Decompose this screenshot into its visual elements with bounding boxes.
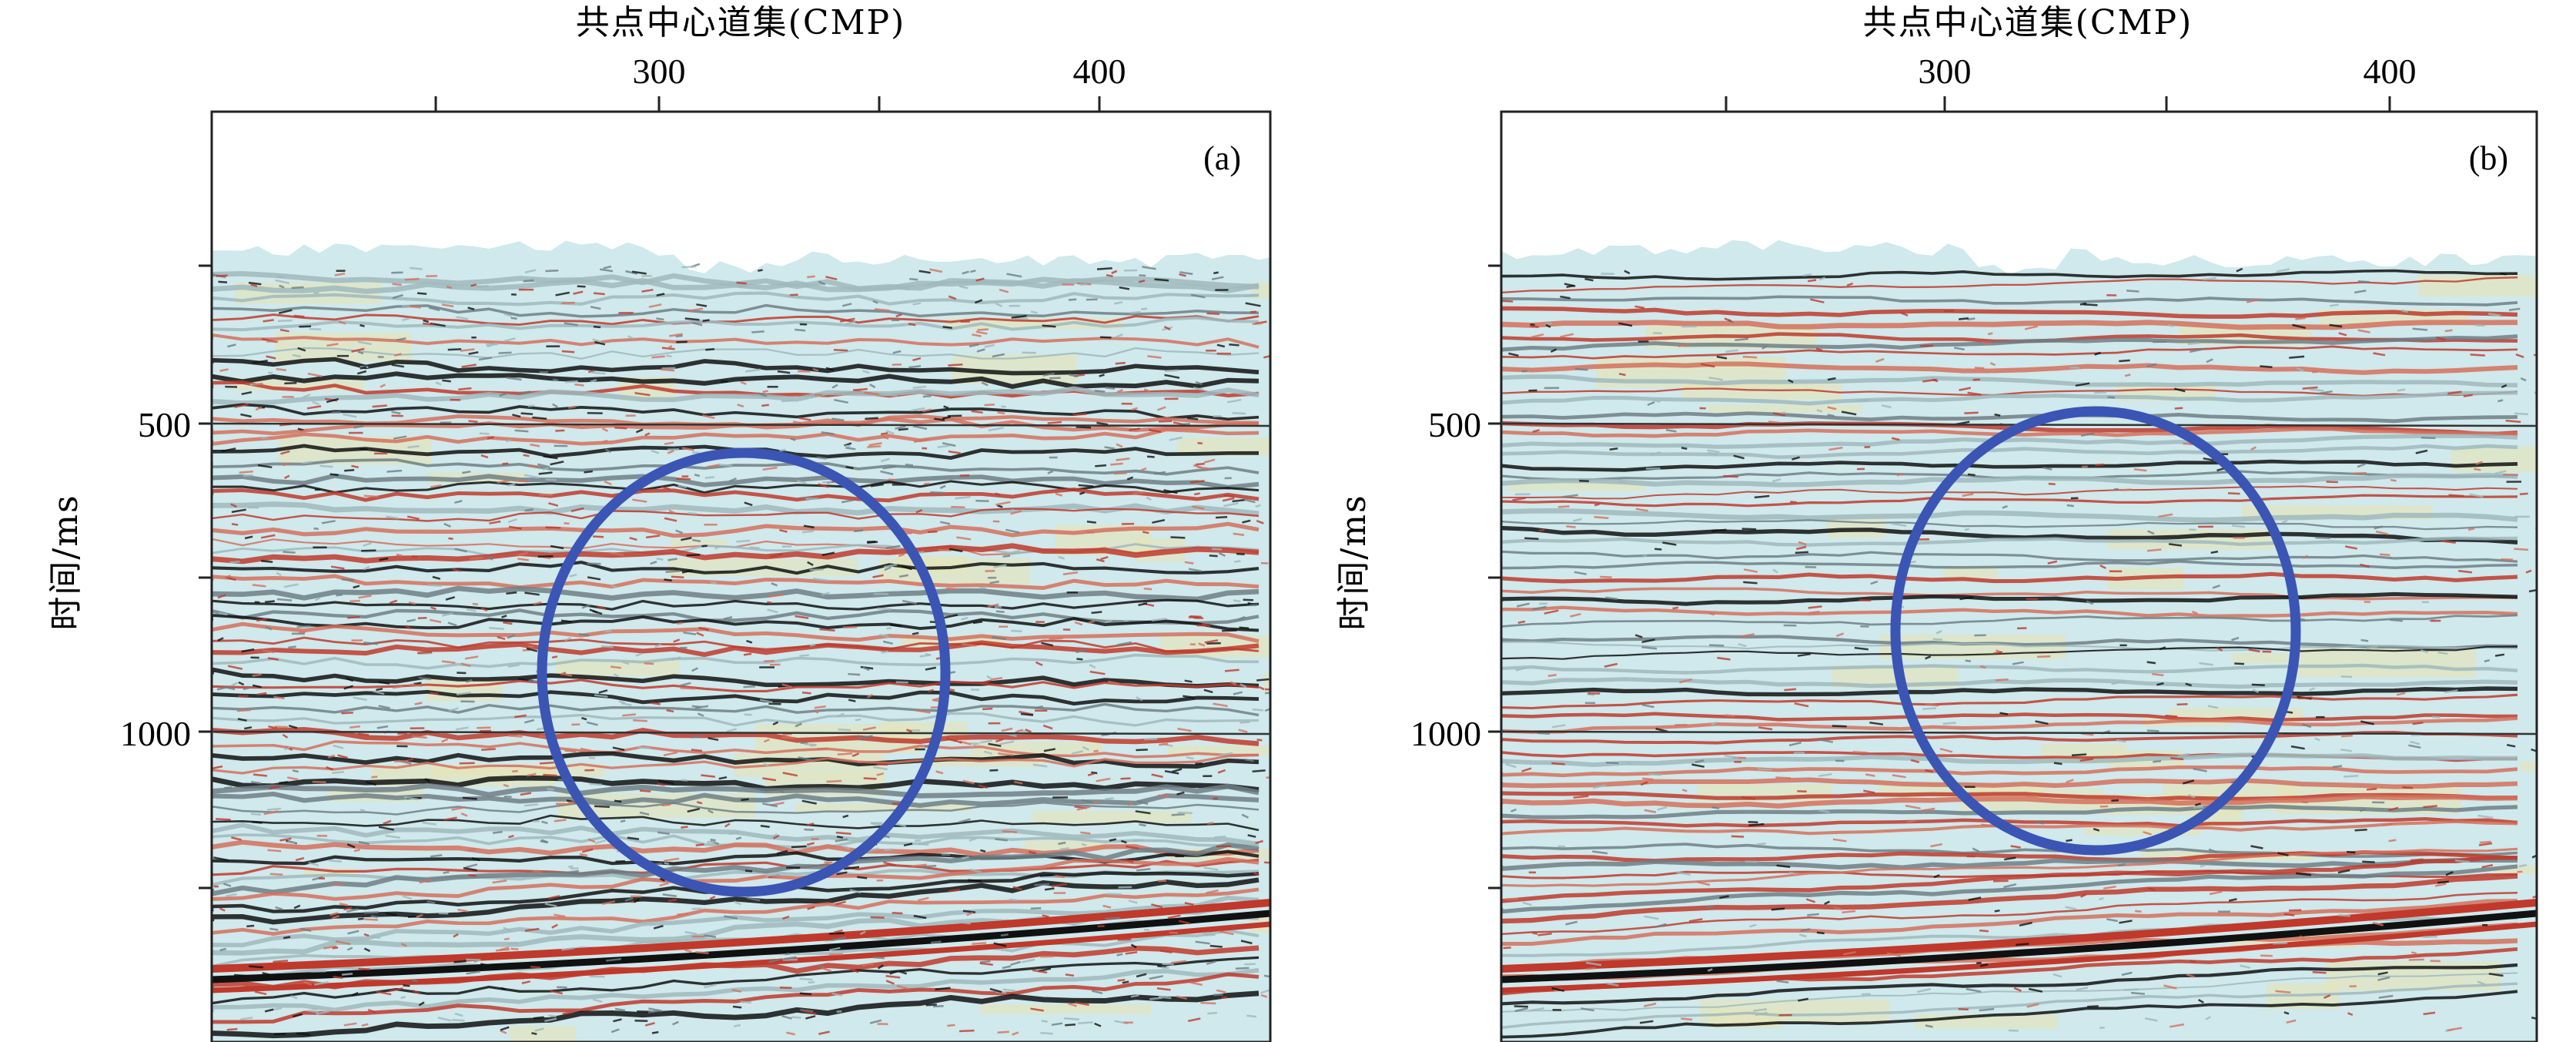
svg-text:时间/ms: 时间/ms	[1334, 494, 1373, 630]
y-tick-label-1000-b: 1000	[1410, 714, 1481, 753]
panel-label-b: (b)	[2469, 139, 2508, 177]
x-axis-title-a: 共点中心道集(CMP)	[576, 3, 906, 42]
horizon-line-1000-a	[211, 730, 1271, 735]
seismic-section-b	[1501, 112, 2537, 1042]
x-axis-title-b: 共点中心道集(CMP)	[1863, 3, 2193, 42]
x-tick-label-400-b: 400	[2364, 52, 2417, 91]
panel-b: 共点中心道集(CMP) 300 400 时间/ms 500 1000 (b)	[1334, 3, 2538, 1042]
x-axis-ticks-a	[434, 96, 1101, 112]
panel-a: 共点中心道集(CMP) 300 400 时间/ms 500 1000 (a)	[46, 3, 1272, 1042]
highlight-circle-b	[1890, 406, 2301, 856]
x-tick-label-300-a: 300	[633, 52, 686, 91]
y-axis-title-a: 时间/ms	[46, 494, 85, 630]
x-axis-ticks-b	[1725, 96, 2391, 112]
y-axis-ticks-a	[199, 264, 212, 890]
y-tick-label-500-a: 500	[138, 405, 191, 444]
y-tick-label-500-b: 500	[1428, 405, 1481, 444]
y-axis-ticks-b	[1488, 264, 1501, 890]
x-tick-label-400-a: 400	[1073, 52, 1126, 91]
panel-label-a: (a)	[1203, 139, 1241, 177]
svg-text:时间/ms: 时间/ms	[46, 494, 85, 630]
seismic-section-a	[212, 112, 1270, 1042]
highlight-circle-a	[537, 447, 951, 897]
horizon-line-1000-b	[1500, 730, 2538, 735]
horizon-line-500-a	[211, 422, 1271, 427]
x-tick-label-300-b: 300	[1919, 52, 1972, 91]
y-tick-label-1000-a: 1000	[120, 714, 191, 753]
y-axis-title-b: 时间/ms	[1334, 494, 1373, 630]
